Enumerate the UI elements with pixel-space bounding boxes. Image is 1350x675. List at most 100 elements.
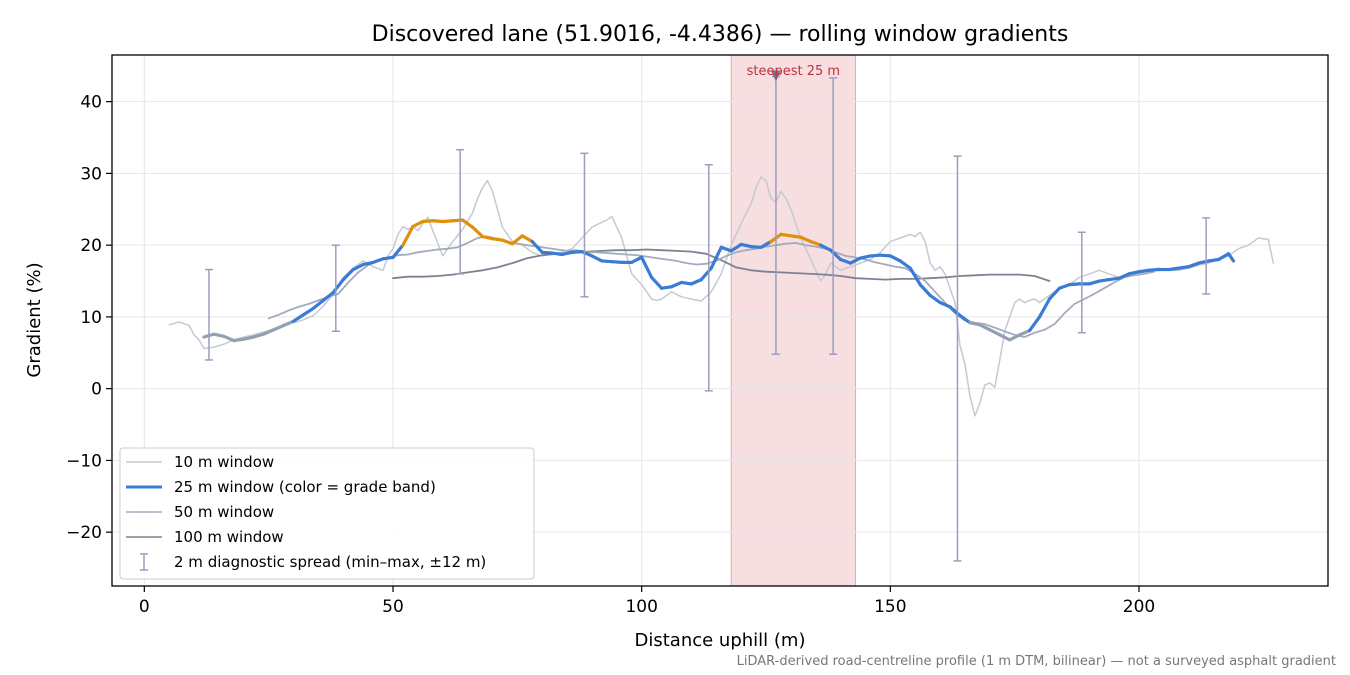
x-tick-label: 150 [874, 597, 906, 617]
series-segment-25m-window [1137, 268, 1151, 274]
series-segment-25m-window [630, 255, 644, 264]
series-segment-25m-window [858, 254, 873, 260]
x-tick-label: 100 [625, 597, 657, 617]
series-segment-25m-window [401, 224, 415, 247]
series-segment-25m-window [789, 234, 803, 239]
series-segment-25m-window [719, 245, 733, 253]
errorbar [829, 77, 838, 355]
series-segment-25m-window [729, 242, 743, 253]
series-segment-25m-window [272, 323, 286, 332]
series-segment-25m-window [351, 262, 365, 272]
series-segment-25m-window [928, 293, 942, 305]
errorbar [1202, 217, 1211, 295]
series-segment-25m-window [1008, 333, 1022, 342]
series-segment-25m-window [530, 239, 544, 254]
series-segment-25m-window [809, 239, 823, 247]
errorbar [580, 152, 589, 298]
series-segment-25m-window [421, 219, 435, 224]
y-tick-label: −20 [66, 523, 102, 543]
series-segment-25m-window [1117, 272, 1131, 280]
series-segment-25m-window [1207, 257, 1221, 263]
series-segment-25m-window [898, 259, 912, 270]
series-segment-25m-window [659, 285, 674, 290]
series-segment-25m-window [431, 219, 445, 224]
series-segment-25m-window [759, 239, 773, 249]
errorbar [1077, 231, 1086, 334]
series-segment-25m-window [1087, 279, 1101, 286]
x-tick-label: 200 [1123, 597, 1155, 617]
series-segment-25m-window [1067, 282, 1081, 287]
series-segment-25m-window [689, 277, 703, 286]
series-segment-25m-window [461, 218, 475, 229]
series-segment-25m-window [650, 275, 664, 290]
series-segment-25m-window [1147, 267, 1161, 272]
series-segment-25m-window [709, 245, 723, 270]
legend-label-10m: 10 m window [174, 453, 274, 471]
y-tick-label: 10 [80, 308, 102, 328]
series-segment-25m-window [998, 333, 1012, 342]
series-segment-25m-window [381, 255, 395, 261]
series-segment-25m-window [590, 254, 604, 263]
series-segment-25m-window [222, 334, 236, 343]
series-segment-25m-window [540, 250, 554, 255]
footnote: LiDAR-derived road-centreline profile (1… [737, 654, 1336, 669]
series-segment-25m-window [918, 283, 932, 297]
series-segment-25m-window [978, 323, 992, 332]
legend: 10 m window 25 m window (color = grade b… [119, 447, 535, 580]
series-layer [168, 75, 1275, 562]
series-segment-25m-window [699, 266, 713, 282]
series-line-100m-window [392, 248, 1051, 282]
series-segment-25m-window [1177, 265, 1191, 270]
steepest-marker [770, 70, 781, 82]
errorbar [204, 268, 213, 361]
steepest-label: steepest 25 m [747, 64, 840, 79]
series-segment-25m-window [799, 235, 813, 244]
y-tick-label: −10 [66, 451, 102, 471]
series-segment-25m-window [510, 234, 524, 246]
series-segment-25m-window [669, 280, 684, 289]
series-segment-25m-window [470, 225, 485, 239]
series-segment-25m-window [610, 260, 624, 264]
series-segment-25m-window [361, 260, 375, 267]
series-segment-25m-window [580, 250, 594, 258]
y-tick-label: 0 [91, 380, 102, 400]
series-segment-25m-window [1037, 297, 1052, 319]
series-segment-25m-window [1027, 315, 1042, 333]
y-tick-label: 20 [80, 236, 102, 256]
series-segment-25m-window [451, 218, 465, 223]
series-segment-25m-window [749, 244, 763, 249]
series-segment-25m-window [640, 255, 654, 280]
series-segment-25m-window [441, 219, 455, 224]
series-segment-25m-window [262, 328, 276, 336]
series-segment-25m-window [480, 234, 495, 241]
series-segment-25m-window [1187, 261, 1201, 269]
legend-label-25m: 25 m window (color = grade band) [174, 478, 436, 496]
errorbar [704, 164, 713, 392]
legend-swatch-errorbar [140, 553, 148, 571]
series-segment-25m-window [570, 250, 584, 254]
y-axis-label: Gradient (%) [24, 262, 45, 377]
y-tick-label: 40 [80, 93, 102, 113]
series-segment-25m-window [958, 313, 972, 325]
series-segment-25m-window [1226, 252, 1236, 263]
series-segment-25m-window [839, 257, 853, 265]
series-segment-25m-window [1197, 259, 1211, 265]
series-segment-25m-window [868, 253, 882, 258]
x-tick-label: 50 [382, 597, 404, 617]
series-segment-25m-window [371, 257, 385, 264]
series-segment-25m-window [490, 237, 505, 242]
errorbar [331, 244, 340, 333]
series-segment-25m-window [1216, 252, 1231, 262]
series-segment-25m-window [988, 328, 1002, 337]
series-segment-25m-window [1167, 266, 1181, 272]
series-segment-25m-window [819, 243, 833, 252]
legend-label-100m: 100 m window [174, 528, 284, 546]
series-segment-25m-window [948, 305, 962, 318]
series-segment-25m-window [212, 332, 226, 338]
series-segment-25m-window [739, 242, 753, 249]
legend-box [119, 447, 535, 580]
series-segment-25m-window [321, 290, 335, 303]
series-segment-25m-window [1107, 276, 1121, 282]
series-segment-25m-window [679, 280, 694, 286]
